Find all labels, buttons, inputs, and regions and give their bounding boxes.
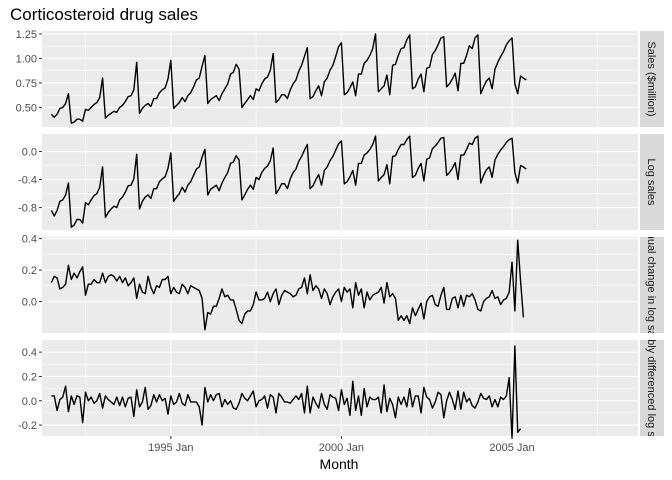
panel-background (42, 340, 638, 436)
series-line (50, 33, 527, 124)
y-tick-label: 0.0 (22, 396, 37, 408)
panel-3: 0.0 0.2 0.4 Annual change in log sales (22, 219, 664, 351)
x-tick-label: 2000 Jan (319, 442, 364, 454)
panel-2: -0.8 -0.4 0.0 Log sales (18, 134, 664, 230)
y-tick-label: 0.0 (22, 147, 37, 159)
y-tick-label: 0.2 (22, 371, 37, 383)
x-tick-label: 2005 Jan (489, 442, 534, 454)
facet-strip-label: Doubly differenced log sales (645, 319, 657, 457)
series-line (50, 135, 527, 228)
panel-4: -0.2 0.0 0.2 0.4 Doubly differenced log sale… (18, 319, 664, 457)
y-tick-label: -0.8 (18, 203, 37, 215)
y-tick-label: 0.75 (16, 78, 37, 90)
y-tick-label: 0.0 (22, 297, 37, 309)
panel-1: 0.50 0.75 1.00 1.25 Sales ($million) (16, 29, 664, 127)
facet-strip-label: Sales ($million) (645, 41, 657, 116)
y-tick-label: -0.2 (18, 420, 37, 432)
y-tick-label: 0.2 (22, 265, 37, 277)
y-tick-label: 1.00 (16, 53, 37, 65)
y-tick-label: 0.4 (22, 347, 37, 359)
y-tick-label: 1.25 (16, 29, 37, 41)
facet-strip (640, 237, 664, 333)
series-line (50, 239, 525, 331)
y-tick-label: -0.4 (18, 175, 37, 187)
x-axis-title: Month (320, 456, 359, 472)
facet-strip (640, 134, 664, 230)
chart-title: Corticosteroid drug sales (10, 5, 198, 24)
y-tick-label: 0.4 (22, 234, 37, 246)
panel-background (42, 237, 638, 333)
x-tick-label: 1995 Jan (148, 442, 193, 454)
facet-strip (640, 340, 664, 436)
y-tick-label: 0.50 (16, 102, 37, 114)
panel-background (42, 134, 638, 230)
facet-strip-label: Log sales (645, 158, 657, 206)
facet-strip-label: Annual change in log sales (645, 219, 657, 351)
series-line (51, 345, 522, 440)
facet-strip (640, 31, 664, 127)
